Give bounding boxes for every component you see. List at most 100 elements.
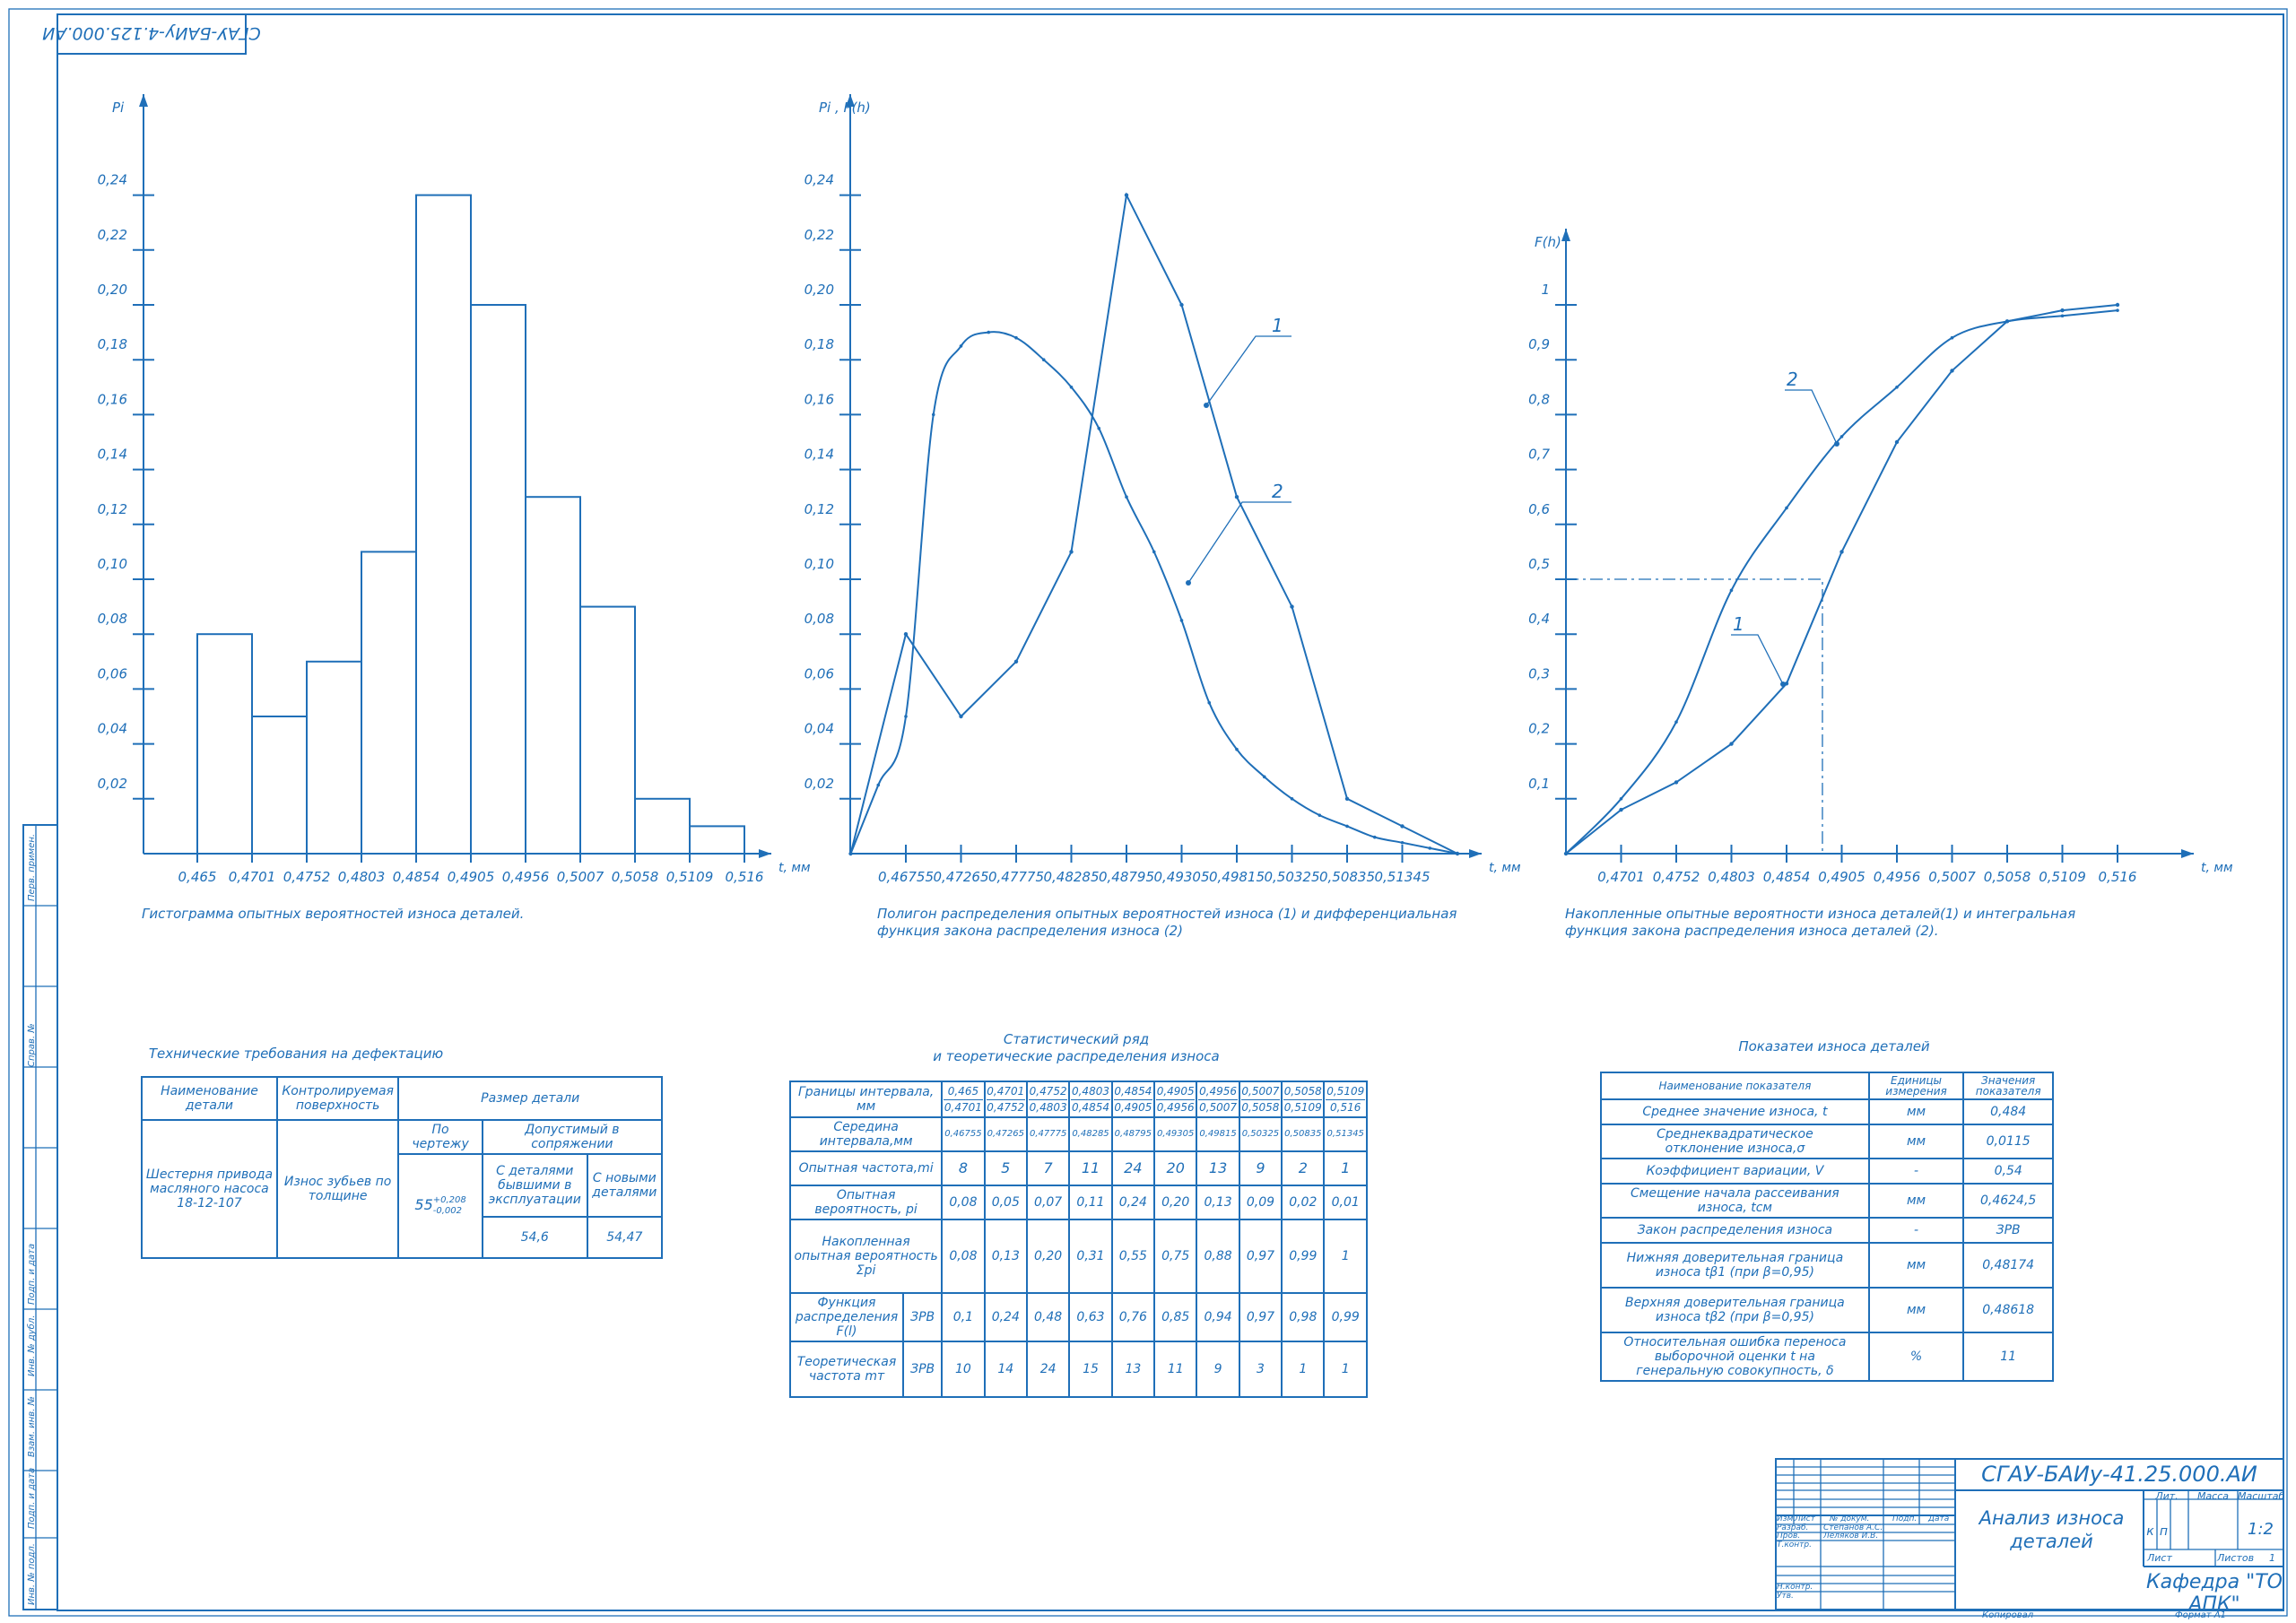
tb-lit-k: к: [2146, 1524, 2154, 1539]
tb-sheets-label: Листов: [2217, 1552, 2255, 1564]
stat-mid-cell: 0,47775: [1025, 1116, 1071, 1152]
y-tick-label: 0,08: [98, 611, 127, 627]
tech-surface: Износ зубьев по толщине: [275, 1119, 400, 1259]
y-tick-label: 0,1: [1528, 776, 1550, 792]
wear-row: Закон распределения износа - ЗРВ: [1600, 1217, 2054, 1244]
x-tick-label: 0,4956: [1874, 869, 1921, 885]
y-tick-label: 0,14: [804, 447, 834, 463]
series-2-point: [987, 330, 991, 334]
wear-h-name: Наименование показателя: [1600, 1072, 1870, 1100]
stat-bound-upper: 0,4956: [1156, 1098, 1196, 1114]
series-1-point: [1290, 604, 1294, 609]
stat-mid-cell: 0,49815: [1196, 1116, 1240, 1152]
tech-dim-base: 55: [414, 1196, 433, 1213]
stat-law-F: ЗРВ: [901, 1292, 944, 1342]
tech-table-title: Технические требования на дефектацию: [148, 1046, 444, 1062]
callout-dot-1: [1780, 681, 1786, 687]
wear-name-cell: Коэффициент вариации, V: [1600, 1158, 1870, 1185]
callout-dot-2: [1834, 441, 1839, 447]
stat-bounds-cell: 0,5109 0,516: [1323, 1081, 1368, 1118]
stat-F-cell: 0,48: [1025, 1292, 1071, 1342]
stat-cum-cell: 0,88: [1196, 1219, 1240, 1294]
stat-prob-cell: 0,08: [941, 1185, 986, 1220]
callout-label-2: 2: [1272, 481, 1283, 502]
stat-F-cell: 0,24: [983, 1292, 1028, 1342]
x-tick-label: 0,4905: [1818, 869, 1866, 885]
y-tick-label: 0,20: [98, 282, 127, 298]
series-2-point: [1895, 386, 1899, 389]
series-2-point: [1041, 358, 1046, 362]
wear-unit-cell: мм: [1867, 1183, 1965, 1219]
series-2-point: [1179, 619, 1184, 622]
polygon-chart: Pi , P(h) t, мм 0,02 0,04 0,06 0,08 0,10 0,12 0,…: [804, 94, 1521, 885]
cumulative-chart: F(h) t, мм 0,1 0,2 0,3 0,4 0,5 0,6 0,7 0,8 0,9 1 0,4…: [1528, 229, 2233, 885]
x-axis-arrow: [2181, 849, 2194, 858]
tb-sheet-label: Лист: [2147, 1552, 2172, 1564]
y-tick-label: 0,22: [98, 227, 127, 243]
tb-hdr-list: Лист: [1795, 1515, 1815, 1523]
series-2-density-curve: [849, 331, 1458, 855]
stat-bound-upper: 0,5007: [1198, 1098, 1238, 1114]
x-tick-label: 0,4803: [1708, 869, 1755, 885]
tech-h-drawing: По чертежу: [397, 1119, 483, 1155]
stat-F-cell: 0,63: [1068, 1292, 1113, 1342]
wear-name-cell: Среднее значение износа, t: [1600, 1098, 1870, 1125]
stat-table: Границы интервала, мм 0,465 0,4701 0,4701 0…: [788, 1081, 1368, 1398]
stat-freq-cell: 1: [1323, 1150, 1368, 1186]
x-tick-label: 0,46755: [878, 869, 934, 885]
tech-part: Шестерня привода масляного насоса 18-12-…: [141, 1119, 278, 1259]
series-1-point: [1894, 439, 1900, 445]
x-tick-label: 0,49305: [1153, 869, 1209, 885]
wear-row: Среднеквадратическое отклонение износа,σ…: [1600, 1124, 2054, 1159]
tb-row-tkontr: Т.контр.: [1777, 1541, 1813, 1549]
stat-bound-upper: 0,5058: [1240, 1098, 1281, 1114]
stat-prob-cell: 0,05: [983, 1185, 1028, 1220]
tech-dim-upper: +0,208: [432, 1195, 466, 1205]
x-tick-label: 0,48795: [1099, 869, 1154, 885]
series-1-point: [2115, 302, 2120, 308]
tech-table: Наименование детали Контролируемая повер…: [141, 1076, 664, 1259]
y-tick-label: 0,4: [1528, 611, 1550, 627]
stat-mid-cell: 0,47265: [983, 1116, 1028, 1152]
wear-name-cell: Закон распределения износа: [1600, 1217, 1870, 1244]
tb-lit-label: Лит.: [2155, 1490, 2179, 1502]
x-axis-arrow: [759, 849, 771, 858]
stat-freq-cell: 5: [983, 1150, 1028, 1186]
series-1-point: [1400, 824, 1405, 829]
x-tick-label: 0,4803: [338, 869, 386, 885]
series-1-point: [1344, 796, 1350, 801]
x-tick-label: 0,4854: [1763, 869, 1811, 885]
wear-h-unit: Единицы измерения: [1867, 1072, 1965, 1100]
stat-F-cell: 0,1: [941, 1292, 986, 1342]
y-tick-label: 0,06: [804, 665, 834, 681]
y-tick-label: 0,04: [98, 721, 127, 737]
tb-name-razrab: Степанов А.С.: [1823, 1523, 1883, 1532]
stat-freq-cell: 24: [1110, 1150, 1156, 1186]
stat-cum-cell: 1: [1323, 1219, 1368, 1294]
x-tick-label: 0,4905: [448, 869, 495, 885]
series-2-point: [931, 412, 935, 417]
series-2-point: [1152, 550, 1156, 554]
x-axis-label: t, мм: [778, 861, 811, 875]
stat-bound-lower: 0,4701: [987, 1084, 1025, 1098]
stat-theor-cell: 9: [1196, 1341, 1240, 1398]
series-2-integral-curve: [1565, 309, 2118, 855]
series-1-point: [1839, 550, 1844, 554]
stat-bounds-cell: 0,4803 0,4854: [1068, 1081, 1113, 1118]
series-2-point: [1290, 797, 1294, 801]
x-tick-label: 0,4956: [502, 869, 550, 885]
x-tick-label: 0,50835: [1319, 869, 1375, 885]
series-2-point: [2060, 314, 2065, 318]
stat-theor-cell: 24: [1025, 1341, 1071, 1398]
y-tick-label: 0,10: [98, 556, 127, 572]
stat-theor-cell: 10: [941, 1341, 986, 1398]
stat-mid-cell: 0,46755: [941, 1116, 986, 1152]
tech-h-size: Размер детали: [397, 1076, 663, 1121]
stat-bound-lower: 0,5058: [1283, 1084, 1322, 1098]
series-2-point: [1839, 435, 1844, 438]
stat-freq-cell: 20: [1153, 1150, 1198, 1186]
series-1-point: [1729, 742, 1734, 746]
histogram-bar: [579, 605, 636, 855]
x-tick-label: 0,516: [726, 869, 764, 885]
stat-F-cell: 0,76: [1110, 1292, 1156, 1342]
